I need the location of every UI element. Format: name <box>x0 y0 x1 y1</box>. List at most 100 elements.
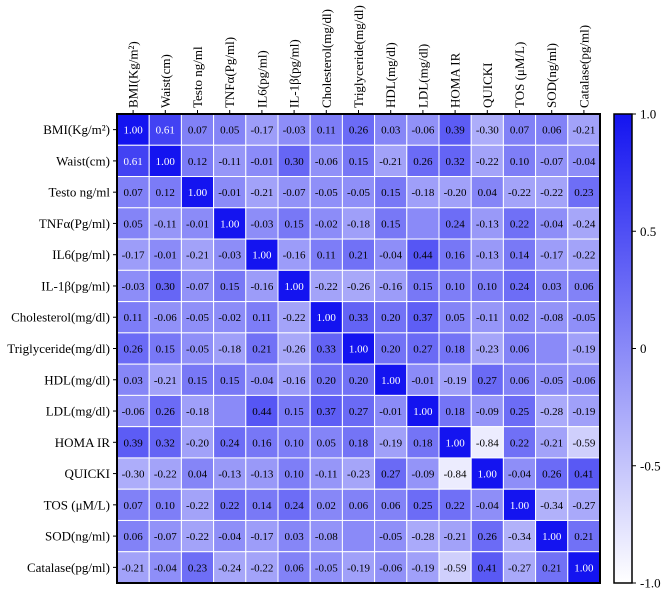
heatmap-cell <box>341 269 376 303</box>
cell-value-label: -0.30 <box>476 125 499 137</box>
column-label: IL6(pg/ml) <box>254 50 269 108</box>
heatmap-cell <box>535 426 569 459</box>
cell-value-label: 0.27 <box>349 406 369 418</box>
cell-value-label: 0.33 <box>349 312 369 324</box>
cell-value-label: -0.22 <box>250 562 273 574</box>
heatmap-cell <box>470 488 504 521</box>
heatmap-cell <box>245 519 279 553</box>
cell-value-label: 0.16 <box>445 250 465 262</box>
heatmap-cell <box>567 519 601 553</box>
cell-value-label: 0.15 <box>381 218 401 230</box>
cell-value-label: -0.04 <box>154 562 177 574</box>
heatmap-cell <box>213 551 247 584</box>
heatmap-cell <box>180 269 215 303</box>
cell-value-label: -0.21 <box>379 156 402 168</box>
cell-value-label: -0.07 <box>283 187 306 199</box>
heatmap-cell <box>148 363 182 396</box>
cell-value-label: 0.27 <box>381 469 401 481</box>
heatmap-cell <box>245 144 279 178</box>
column-label: Cholesterol(mg/dl) <box>319 9 334 108</box>
heatmap-cell <box>148 207 182 240</box>
cell-value-label: -0.16 <box>283 250 306 262</box>
cell-value-label: 0.03 <box>284 531 304 543</box>
heatmap-cell <box>470 113 504 146</box>
cell-value-label: 0.06 <box>123 531 143 543</box>
cell-value-label: 0.26 <box>123 344 143 356</box>
heatmap-cell <box>245 207 279 240</box>
heatmap-cell <box>341 144 376 178</box>
heatmap-cell <box>148 301 182 334</box>
cell-value-label: -0.07 <box>154 531 177 543</box>
heatmap-cell <box>245 488 279 521</box>
cell-value-label: 0.04 <box>478 187 498 199</box>
cell-value-label: 0.07 <box>188 125 208 137</box>
heatmap-cell <box>148 426 182 459</box>
cell-value-label: -0.01 <box>218 187 241 199</box>
cell-value-label: -0.23 <box>347 469 370 481</box>
row-label: LDL(mg/dl) <box>46 404 110 419</box>
cell-value-label: 1.00 <box>123 125 143 137</box>
row-label: HOMA IR <box>55 435 111 450</box>
heatmap-cell <box>277 301 311 334</box>
cell-value-label: -0.13 <box>250 469 273 481</box>
cell-value-label: 1.00 <box>478 469 498 481</box>
cell-value-label: -0.19 <box>444 375 467 387</box>
heatmap-cell <box>116 394 150 428</box>
cell-value-label: -0.28 <box>411 531 434 543</box>
colorbar-tick-label: 0.5 <box>640 224 656 239</box>
colorbar-tick-label: 1.0 <box>640 107 656 122</box>
heatmap-cell <box>374 238 408 271</box>
cell-value-label: 0.26 <box>542 469 562 481</box>
cell-value-label: 0.23 <box>574 187 594 199</box>
column-label: BMI(Kg/m²) <box>126 41 141 108</box>
cell-value-label: 0.20 <box>349 375 369 387</box>
cell-value-label: 0.32 <box>156 437 175 449</box>
heatmap-cell <box>406 238 440 271</box>
cell-value-label: 0.11 <box>317 125 336 137</box>
row-label: IL-1β(pg/ml) <box>41 278 110 293</box>
cell-value-label: 0.25 <box>510 406 530 418</box>
cell-value-label: 0.10 <box>445 281 465 293</box>
heatmap-cell <box>502 363 537 396</box>
cell-value-label: 1.00 <box>413 406 433 418</box>
cell-value-label: 0.26 <box>413 156 433 168</box>
heatmap-cell <box>341 113 376 146</box>
heatmap-cell <box>213 363 247 396</box>
heatmap-cell <box>470 551 504 584</box>
cell-value-label: 0.14 <box>510 250 530 262</box>
cell-value-label: -0.07 <box>186 281 209 293</box>
cell-value-label: -0.04 <box>540 218 563 230</box>
cell-value-label: -0.05 <box>315 187 338 199</box>
heatmap-cell <box>213 207 247 240</box>
heatmap-cell <box>567 394 601 428</box>
heatmap-cell <box>148 551 182 584</box>
cell-value-label: -0.21 <box>572 125 595 137</box>
cell-value-label: -0.01 <box>411 375 434 387</box>
cell-value-label: 1.00 <box>188 187 208 199</box>
cell-value-label: -0.16 <box>250 281 273 293</box>
heatmap-cell <box>213 332 247 365</box>
cell-value-label: -0.04 <box>572 156 595 168</box>
cell-value-label: -0.34 <box>508 531 531 543</box>
cell-value-label: 0.14 <box>252 500 272 512</box>
cell-value-label: -0.20 <box>186 437 209 449</box>
row-label: BMI(Kg/m²) <box>43 122 110 137</box>
cell-value-label: 0.25 <box>413 500 433 512</box>
cell-value-label: -0.30 <box>122 469 145 481</box>
row-label: QUICKI <box>65 466 111 481</box>
cell-value-label: 0.22 <box>510 437 529 449</box>
column-label: IL-1β(pg/ml) <box>287 39 302 108</box>
cell-value-label: -0.84 <box>476 437 499 449</box>
cell-value-label: 0.05 <box>445 312 465 324</box>
cell-value-label: -0.06 <box>411 125 434 137</box>
heatmap-cell <box>535 269 569 303</box>
cell-value-label: 0.03 <box>381 125 401 137</box>
heatmap-cell <box>438 551 472 584</box>
cell-value-label: 0.12 <box>156 187 175 199</box>
heatmap-cell <box>309 238 343 271</box>
heatmap-cell <box>180 426 215 459</box>
heatmap-cell <box>148 238 182 271</box>
heatmap-cell <box>213 457 247 490</box>
cell-value-label: 1.00 <box>510 500 530 512</box>
cell-value-label: 0.24 <box>510 281 530 293</box>
